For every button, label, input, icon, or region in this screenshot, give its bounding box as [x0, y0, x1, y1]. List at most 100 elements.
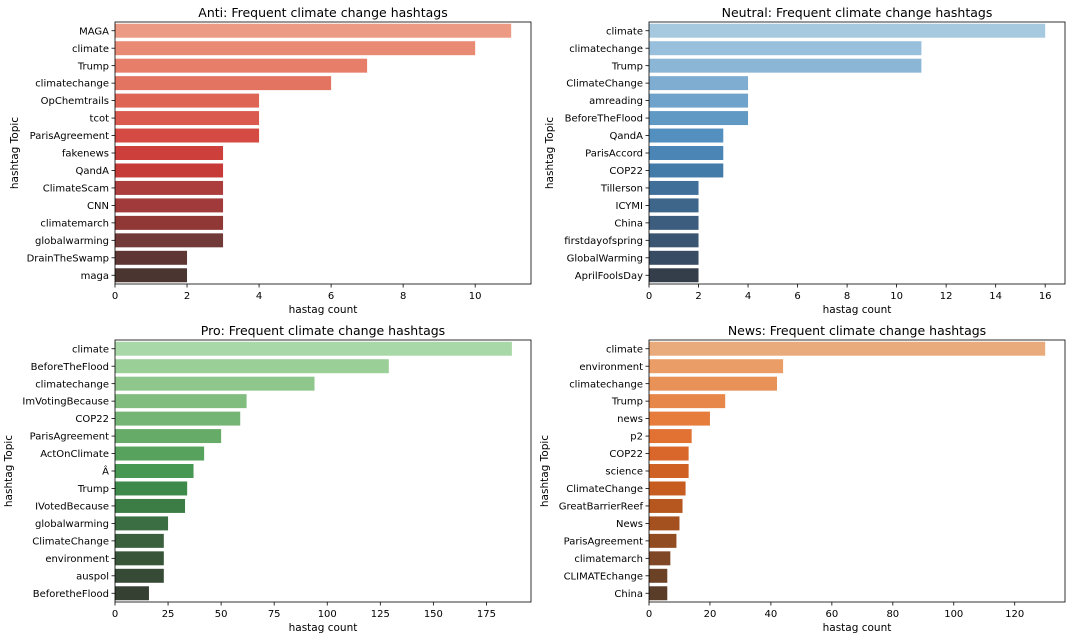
y-tick-label: ParisAgreement [30, 432, 109, 443]
bar [649, 93, 749, 108]
bar [115, 394, 247, 409]
x-tick-label: 50 [215, 609, 228, 620]
bar [649, 23, 1046, 38]
bar [649, 394, 726, 409]
x-tick-label: 4 [256, 291, 262, 302]
x-axis-label: hastag count [289, 622, 358, 634]
bar [649, 76, 749, 91]
x-tick-label: 4 [745, 291, 751, 302]
bar [649, 146, 724, 160]
y-tick-label: AprilFoolsDay [575, 271, 643, 282]
y-tick-label: MAGA [79, 26, 109, 37]
y-tick-label: Trump [611, 397, 643, 408]
x-tick-label: 60 [825, 609, 838, 620]
bar [115, 429, 222, 444]
y-tick-label: ActOnClimate [40, 449, 109, 460]
bar [115, 446, 205, 461]
y-tick-label: ClimateScam [43, 184, 109, 195]
x-tick-label: 120 [1005, 609, 1024, 620]
bar [115, 516, 169, 531]
y-tick-label: tcot [90, 114, 110, 125]
y-tick-label: DrainTheSwamp [27, 253, 109, 264]
bar [649, 376, 777, 391]
bar [115, 481, 188, 496]
y-tick-label: Trump [611, 61, 643, 72]
bar [115, 128, 260, 143]
y-tick-label: COP22 [75, 414, 109, 425]
y-tick-label: amreading [589, 96, 643, 107]
bar [115, 41, 476, 56]
y-tick-label: environment [579, 362, 643, 373]
y-tick-label: ClimateChange [566, 79, 643, 90]
x-tick-label: 14 [989, 291, 1002, 302]
bar [649, 586, 668, 601]
y-tick-label: climate [606, 344, 643, 355]
bar [115, 23, 512, 38]
bar [649, 111, 749, 126]
y-tick-label: climatemarch [574, 554, 643, 565]
bar [649, 268, 699, 283]
bar [115, 498, 186, 513]
x-tick-label: 20 [704, 609, 717, 620]
x-tick-label: 25 [162, 609, 175, 620]
bar [649, 180, 699, 195]
bar [649, 341, 1046, 356]
y-tick-label: climate [72, 344, 109, 355]
x-tick-label: 10 [890, 291, 903, 302]
y-tick-label: news [617, 414, 643, 425]
chart-title: Pro: Frequent climate change hashtags [201, 323, 445, 338]
chart-title: News: Frequent climate change hashtags [728, 323, 986, 338]
bar [115, 111, 260, 126]
y-tick-label: climatechange [569, 379, 643, 390]
x-tick-label: 12 [940, 291, 953, 302]
x-axis-label: hastag count [823, 622, 892, 634]
y-tick-label: China [614, 218, 643, 229]
y-tick-label: p2 [630, 432, 643, 443]
bar [115, 180, 224, 195]
x-tick-label: 6 [794, 291, 800, 302]
bar [649, 359, 784, 374]
y-tick-label: QandA [75, 166, 109, 177]
x-tick-label: 10 [469, 291, 482, 302]
x-tick-label: 6 [328, 291, 334, 302]
bar [115, 533, 164, 548]
chart-panel-1: climate climatechange Trump ClimateChange am… [544, 5, 1066, 316]
bar [649, 429, 692, 444]
bar [115, 76, 332, 91]
x-tick-label: 0 [112, 291, 118, 302]
bar [649, 58, 922, 73]
bar [649, 498, 683, 513]
bar [115, 146, 224, 160]
chart-panel-3: climate environment climatechange Trump news… [539, 323, 1066, 634]
y-tick-label: ICYMI [616, 201, 643, 212]
y-tick-label: CNN [87, 201, 109, 212]
y-tick-label: BeforeTheFlood [31, 362, 109, 373]
bar [649, 215, 699, 230]
bar [649, 233, 699, 248]
bar [115, 551, 164, 566]
y-tick-label: maga [81, 271, 109, 282]
y-axis-label: hashtag Topic [9, 117, 21, 189]
x-tick-label: 2 [184, 291, 190, 302]
y-tick-label: COP22 [609, 166, 643, 177]
y-tick-label: Tillerson [600, 184, 643, 195]
bar [115, 464, 194, 478]
bar [115, 215, 224, 230]
bar [115, 198, 224, 213]
x-tick-label: 16 [1039, 291, 1052, 302]
bar [649, 41, 922, 56]
x-tick-label: 40 [765, 609, 778, 620]
x-tick-label: 100 [944, 609, 963, 620]
y-tick-label: climate [72, 44, 109, 55]
bar [115, 163, 224, 178]
bar [649, 163, 724, 178]
bar [115, 586, 149, 601]
bar [115, 376, 315, 391]
x-tick-label: 150 [424, 609, 443, 620]
bar [115, 233, 224, 248]
x-tick-label: 8 [844, 291, 850, 302]
bar [649, 464, 689, 478]
bar [649, 446, 689, 461]
x-tick-label: 175 [477, 609, 496, 620]
